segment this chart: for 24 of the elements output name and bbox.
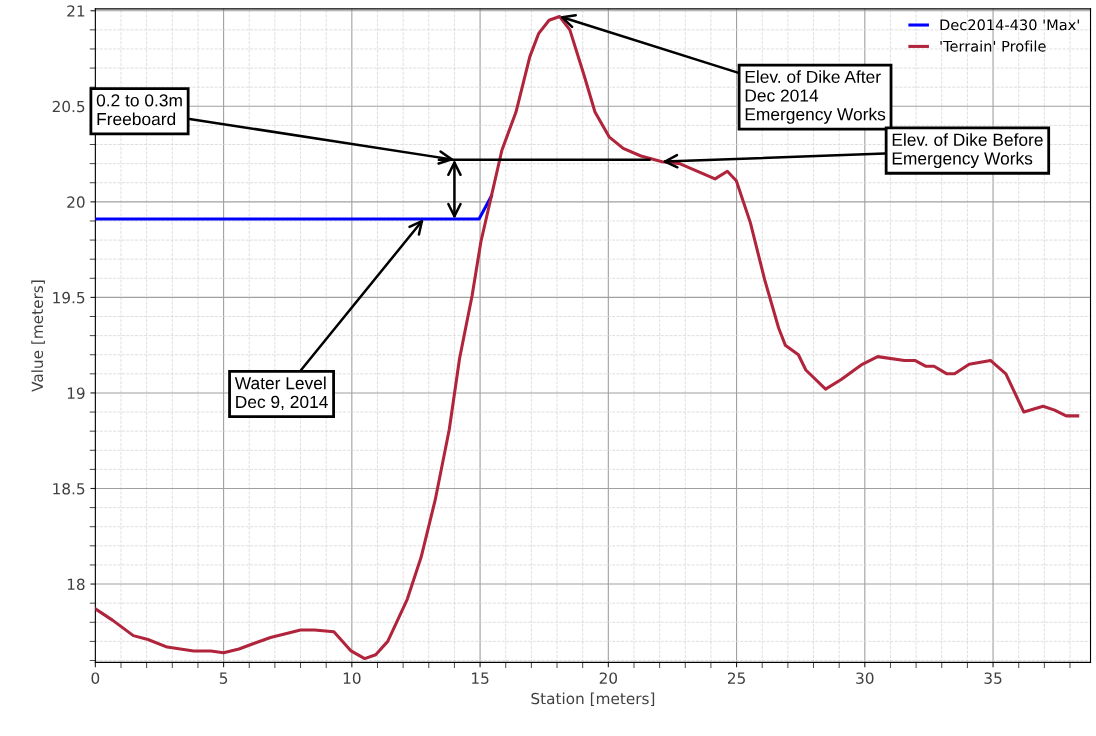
y-tick-label: 18 bbox=[67, 578, 85, 591]
x-axis-title: Station [meters] bbox=[531, 692, 655, 707]
x-tick-label: 20 bbox=[599, 672, 618, 684]
x-tick-label: 0 bbox=[91, 672, 100, 684]
legend-label: Dec2014-430 'Max' bbox=[940, 19, 1079, 31]
y-tick-label: 21 bbox=[67, 5, 85, 17]
y-tick-label: 19.5 bbox=[53, 291, 85, 304]
x-tick-label: 5 bbox=[219, 672, 228, 684]
x-tick-label: 25 bbox=[727, 672, 745, 684]
x-tick-label: 10 bbox=[343, 672, 361, 684]
annotation: Elev. of Dike After Dec 2014 Emergency Works bbox=[745, 70, 886, 124]
x-tick-label: 35 bbox=[984, 672, 1002, 684]
y-tick-label: 18.5 bbox=[53, 482, 85, 495]
annotation: Elev. of Dike Before Emergency Works bbox=[892, 133, 1043, 169]
y-tick-label: 19 bbox=[67, 387, 85, 399]
annotation: Water Level Dec 9, 2014 bbox=[234, 376, 328, 411]
y-tick-label: 20.5 bbox=[52, 100, 85, 113]
annotation: 0.2 to 0.3m Freeboard bbox=[96, 94, 182, 126]
y-axis-title: Value [meters] bbox=[31, 280, 45, 392]
x-tick-label: 30 bbox=[856, 672, 874, 684]
legend-label: 'Terrain' Profile bbox=[940, 40, 1046, 52]
x-tick-label: 15 bbox=[472, 672, 489, 684]
y-tick-label: 20 bbox=[67, 196, 85, 208]
line-series bbox=[95, 14, 1080, 661]
